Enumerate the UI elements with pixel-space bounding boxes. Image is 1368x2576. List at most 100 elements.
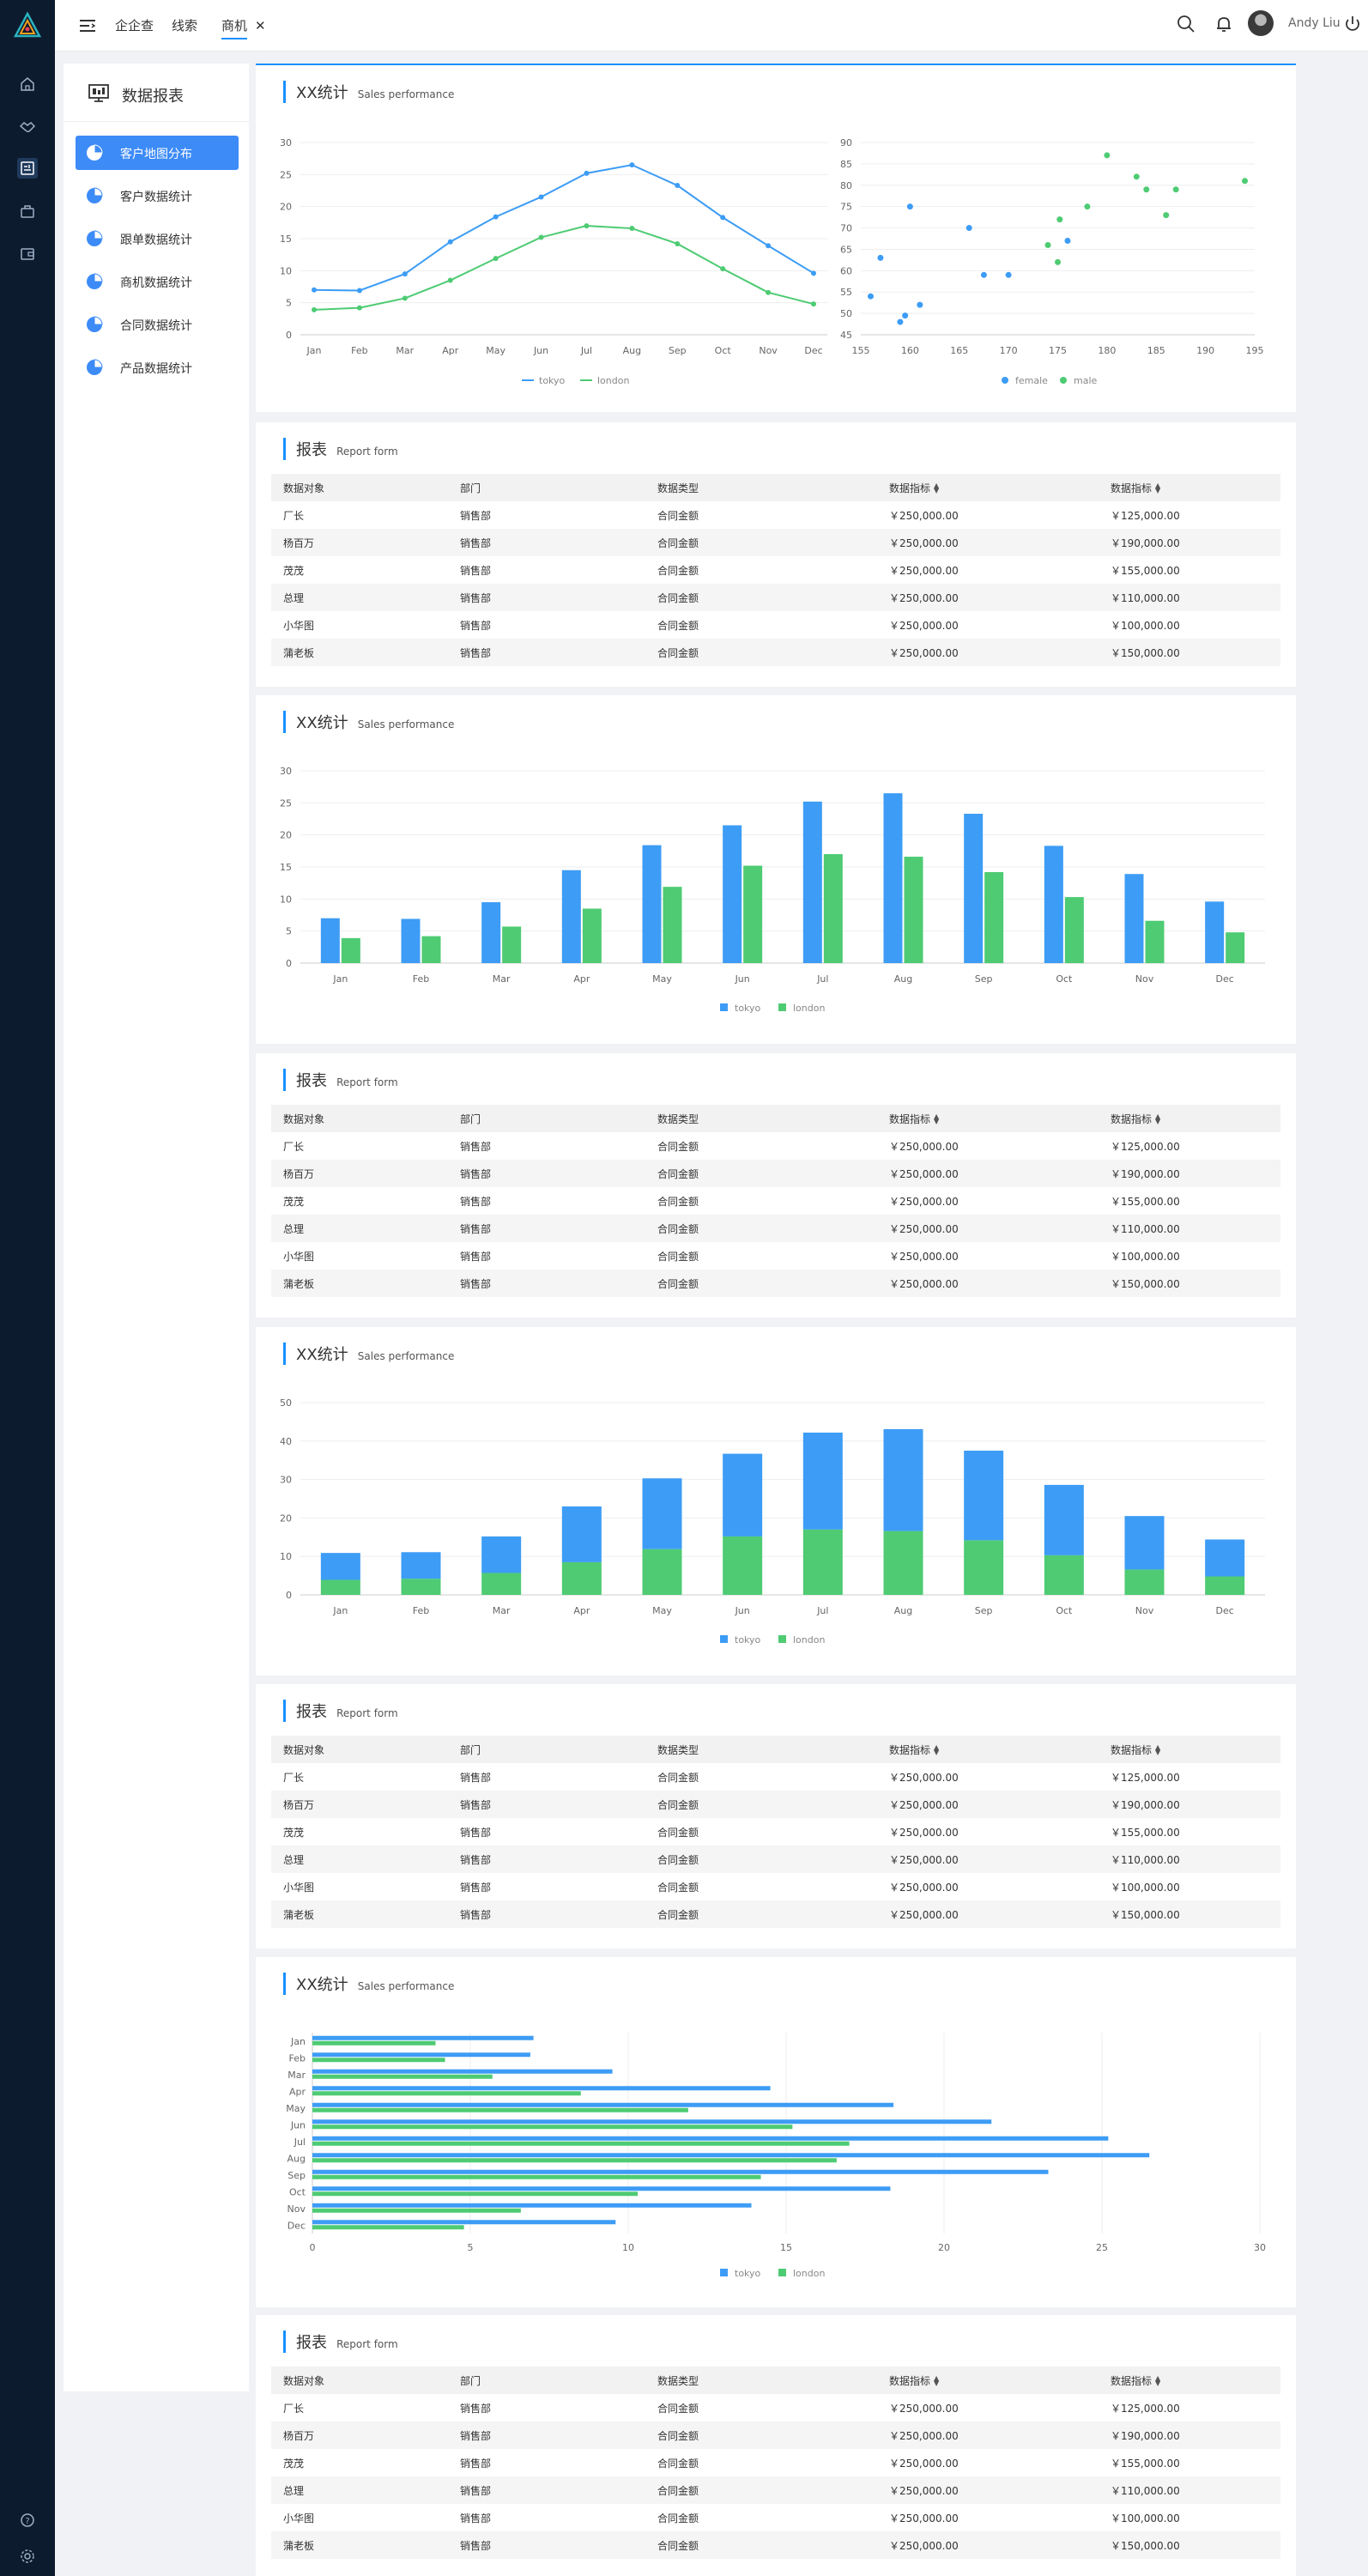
avatar[interactable]: [1248, 10, 1274, 36]
y-tick-label: 45: [840, 330, 852, 341]
handshake-icon[interactable]: [17, 117, 38, 137]
table-cell: ￥250,000.00: [889, 591, 959, 604]
column-header[interactable]: 数据指标 ▲ ▼: [877, 474, 1099, 501]
column-header[interactable]: 数据指标 ▲ ▼: [1099, 1736, 1280, 1763]
table-cell: 合同金额: [657, 2429, 699, 2442]
table-cell: 合同金额: [657, 1222, 699, 1235]
briefcase-icon[interactable]: [17, 201, 38, 221]
column-header[interactable]: 数据指标 ▲ ▼: [877, 1105, 1099, 1132]
menu-toggle-icon[interactable]: [77, 15, 98, 36]
report-card-4: 报表 Report form 数据对象 部门 数据类型 数据指标 ▲ ▼ 数据指标 ▲ ▼ 厂长销…: [256, 2315, 1296, 2576]
x-tick-label: Jul: [816, 973, 828, 985]
legend-label-tokyo: tokyo: [735, 1003, 761, 1014]
sort-icon[interactable]: ▲ ▼: [1155, 482, 1161, 494]
table-cell: ￥250,000.00: [889, 1826, 959, 1839]
column-header-label: 部门: [460, 1112, 481, 1125]
table-cell: 合同金额: [657, 1826, 699, 1839]
column-header[interactable]: 数据指标 ▲ ▼: [1099, 1105, 1280, 1132]
y-tick-label: Sep: [288, 2170, 306, 2181]
sort-icon[interactable]: ▲ ▼: [1155, 1112, 1161, 1125]
home-icon[interactable]: [17, 74, 38, 94]
table-row: 杨百万 销售部 合同金额 ￥250,000.00 ￥190,000.00: [271, 529, 1280, 556]
sidebar-item-5[interactable]: 产品数据统计: [76, 350, 239, 385]
power-icon[interactable]: [1342, 14, 1363, 34]
column-header-label: 数据指标: [889, 482, 931, 494]
table-row: 蒲老板 销售部 合同金额 ￥250,000.00 ￥150,000.00: [271, 1270, 1280, 1297]
sort-icon[interactable]: ▲ ▼: [934, 1743, 940, 1756]
card-title-text: XX统计: [296, 714, 348, 732]
y-tick-label: 25: [280, 797, 292, 809]
column-header: 部门: [448, 1105, 645, 1132]
wallet-icon[interactable]: [17, 244, 38, 264]
x-tick-label: 170: [1000, 345, 1018, 356]
x-tick-label: 155: [852, 345, 870, 356]
x-tick-label: Apr: [573, 973, 590, 985]
y-tick-label: 30: [280, 766, 292, 777]
line-chart: 0 5 10 15 20 25 30 Jan Feb Mar Apr May Jun Jul Aug Sep O…: [280, 137, 1264, 386]
table-cell: ￥250,000.00: [889, 2402, 959, 2415]
card-title-text: XX统计: [296, 1976, 348, 1994]
scatter-point-female: [965, 225, 972, 232]
data-point-london: [356, 305, 362, 311]
sidebar-item-3[interactable]: 商机数据统计: [76, 264, 239, 299]
tab-opportunities[interactable]: 商机: [221, 15, 248, 39]
x-tick-label: Dec: [1216, 973, 1234, 985]
table-cell: ￥155,000.00: [1111, 1826, 1180, 1839]
column-header[interactable]: 数据指标 ▲ ▼: [1099, 2367, 1280, 2394]
table-cell: 合同金额: [657, 536, 699, 549]
search-icon[interactable]: [1176, 14, 1196, 34]
bar-london: [312, 2074, 493, 2079]
column-header[interactable]: 数据指标 ▲ ▼: [1099, 474, 1280, 501]
table-cell: ￥250,000.00: [889, 1140, 959, 1153]
scatter-point-female: [980, 271, 987, 278]
sidebar-item-0[interactable]: 客户地图分布: [76, 136, 239, 170]
x-tick-label: 175: [1049, 345, 1067, 356]
report-card-2: 报表 Report form 数据对象 部门 数据类型 数据指标 ▲ ▼ 数据指标 ▲ ▼ 厂长销…: [256, 1053, 1296, 1318]
bar-tokyo: [312, 2136, 1109, 2141]
sidebar-item-1[interactable]: 客户数据统计: [76, 179, 239, 213]
sidebar-item-4[interactable]: 合同数据统计: [76, 307, 239, 342]
report-icon[interactable]: [17, 158, 38, 179]
sidebar-item-2[interactable]: 跟单数据统计: [76, 221, 239, 256]
x-tick-label: Aug: [894, 1605, 912, 1616]
scatter-point-male: [1242, 178, 1249, 185]
sort-icon[interactable]: ▲ ▼: [934, 1112, 940, 1125]
settings-icon[interactable]: [17, 2546, 38, 2567]
bar-tokyo: [320, 918, 340, 963]
sort-icon[interactable]: ▲ ▼: [1155, 1743, 1161, 1756]
data-point-tokyo: [538, 194, 544, 200]
table-cell: ￥250,000.00: [889, 509, 959, 522]
y-tick-label: 65: [840, 244, 852, 255]
scatter-point-female: [867, 293, 874, 300]
tab-leads[interactable]: 线索: [172, 18, 198, 33]
sort-icon[interactable]: ▲ ▼: [934, 2374, 940, 2387]
table-cell: 销售部: [460, 1250, 492, 1263]
logo-icon[interactable]: [12, 10, 43, 41]
user-name[interactable]: Andy Liu: [1288, 16, 1341, 30]
bar-tokyo: [964, 1451, 1004, 1541]
x-tick-label: 160: [901, 345, 919, 356]
table-cell: ￥250,000.00: [889, 2429, 959, 2442]
data-point-tokyo: [584, 170, 590, 176]
table-cell: 茂茂: [283, 1826, 305, 1839]
data-point-tokyo: [629, 162, 635, 168]
bar-tokyo: [312, 2169, 1049, 2174]
card-subtitle-text: Report form: [336, 445, 398, 458]
x-tick-label: 0: [310, 2242, 316, 2253]
stacked-bar-chart: 0 10 20 30 40 50 Jan Feb Mar Apr May Jun Jul Aug Sep Oc…: [280, 1397, 1265, 1646]
table-cell: ￥250,000.00: [889, 1798, 959, 1811]
x-tick-label: 20: [938, 2242, 950, 2253]
bar-tokyo: [642, 1478, 682, 1549]
column-header[interactable]: 数据指标 ▲ ▼: [877, 2367, 1099, 2394]
column-header-label: 数据类型: [657, 482, 699, 494]
sort-icon[interactable]: ▲ ▼: [934, 482, 940, 494]
bell-icon[interactable]: [1214, 14, 1234, 34]
sort-icon[interactable]: ▲ ▼: [1155, 2374, 1161, 2387]
help-icon[interactable]: ?: [17, 2510, 38, 2531]
table-cell: 小华图: [283, 619, 315, 632]
tab-qiqicha[interactable]: 企企查: [115, 18, 154, 33]
bar-tokyo: [320, 1553, 360, 1580]
table-cell: ￥190,000.00: [1111, 1798, 1180, 1811]
column-header[interactable]: 数据指标 ▲ ▼: [877, 1736, 1099, 1763]
close-tab-icon[interactable]: ✕: [255, 18, 266, 33]
